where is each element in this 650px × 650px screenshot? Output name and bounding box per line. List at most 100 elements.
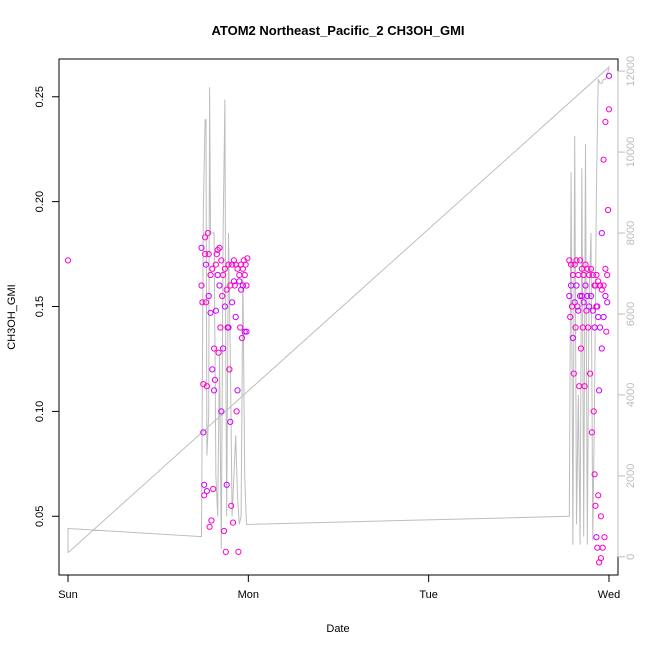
- data-point: [604, 299, 611, 306]
- data-point: [592, 502, 599, 509]
- data-point: [598, 230, 605, 237]
- data-point: [204, 230, 211, 237]
- x-axis: Sun Mon Tue Wed: [58, 574, 620, 601]
- data-point: [603, 328, 610, 335]
- y2-tick-label: 12000: [625, 56, 637, 87]
- data-point: [577, 257, 584, 264]
- data-point: [202, 251, 209, 258]
- data-point: [577, 345, 585, 352]
- y2-tick-label: 2000: [625, 464, 637, 488]
- x-tick-label: Mon: [238, 589, 259, 601]
- data-point: [573, 257, 580, 264]
- data-point: [228, 502, 235, 509]
- data-point: [241, 328, 248, 335]
- data-point: [591, 471, 598, 478]
- data-point: [600, 313, 607, 321]
- data-point: [577, 292, 584, 300]
- data-point: [241, 271, 248, 279]
- data-point: [598, 345, 605, 352]
- data-point: [208, 517, 215, 524]
- y2-tick-label: 6000: [625, 302, 637, 326]
- data-point: [239, 282, 246, 289]
- x-axis-label: Date: [326, 623, 349, 635]
- data-point: [209, 265, 216, 272]
- y2-tick-label: 8000: [625, 221, 637, 245]
- data-point: [574, 303, 581, 310]
- data-point: [575, 307, 582, 314]
- data-point: [212, 307, 219, 314]
- data-point: [200, 429, 207, 436]
- data-point: [587, 265, 595, 272]
- magenta-points: [64, 72, 613, 566]
- data-point: [203, 383, 210, 390]
- data-point: [587, 292, 595, 300]
- data-point: [229, 519, 237, 526]
- data-point: [593, 534, 600, 541]
- data-point: [201, 481, 208, 488]
- data-point: [227, 418, 234, 425]
- data-point: [64, 257, 72, 264]
- data-point: [569, 334, 577, 342]
- data-point: [235, 548, 242, 556]
- data-point: [232, 313, 239, 321]
- data-point: [220, 271, 227, 279]
- data-point: [226, 366, 233, 373]
- data-point: [221, 303, 228, 310]
- data-point: [604, 271, 611, 279]
- data-point: [571, 299, 578, 306]
- data-point: [223, 286, 230, 293]
- data-point: [572, 324, 579, 331]
- data-point: [582, 282, 589, 289]
- y2-tick-label: 10000: [625, 137, 637, 168]
- x-tick-label: Wed: [598, 589, 620, 601]
- data-point: [198, 282, 205, 289]
- data-point: [584, 265, 591, 272]
- data-point: [589, 271, 596, 279]
- data-point: [202, 234, 209, 241]
- data-point: [568, 261, 575, 268]
- y-tick-label: 0.05: [34, 506, 46, 527]
- data-point: [234, 387, 241, 394]
- y-axis-left: 0.05 0.10 0.15 0.20 0.25: [34, 86, 60, 527]
- data-point: [597, 555, 605, 562]
- data-point: [601, 534, 608, 541]
- data-point: [595, 492, 602, 499]
- data-point: [231, 282, 238, 289]
- data-point: [596, 282, 604, 289]
- y-tick-label: 0.15: [34, 296, 46, 317]
- data-point: [244, 255, 251, 262]
- data-point: [585, 324, 592, 331]
- y-tick-label: 0.25: [34, 86, 46, 107]
- data-point: [238, 334, 246, 342]
- data-point: [236, 278, 243, 285]
- data-point: [205, 251, 212, 258]
- data-point: [233, 408, 240, 415]
- data-point: [219, 292, 226, 300]
- data-point: [584, 292, 591, 300]
- data-point: [586, 271, 593, 279]
- data-point: [222, 548, 229, 556]
- data-point: [596, 387, 603, 394]
- y2-tick-label: 0: [625, 554, 637, 560]
- data-point: [209, 366, 216, 373]
- data-point: [600, 282, 607, 289]
- data-point: [223, 481, 230, 488]
- data-point: [201, 492, 208, 499]
- data-point: [199, 299, 206, 306]
- data-point: [229, 299, 236, 306]
- data-point: [602, 118, 609, 126]
- x-tick-label: Sun: [58, 589, 78, 601]
- data-point: [573, 282, 580, 289]
- data-point: [207, 271, 214, 279]
- data-point: [599, 544, 606, 551]
- data-point: [237, 324, 244, 331]
- data-point: [221, 265, 228, 272]
- data-point: [211, 376, 219, 383]
- data-point: [589, 307, 596, 314]
- data-point: [242, 261, 249, 268]
- data-point: [594, 303, 601, 310]
- data-point: [218, 408, 225, 415]
- data-point: [586, 303, 593, 310]
- data-point: [216, 282, 223, 289]
- data-point: [213, 251, 220, 258]
